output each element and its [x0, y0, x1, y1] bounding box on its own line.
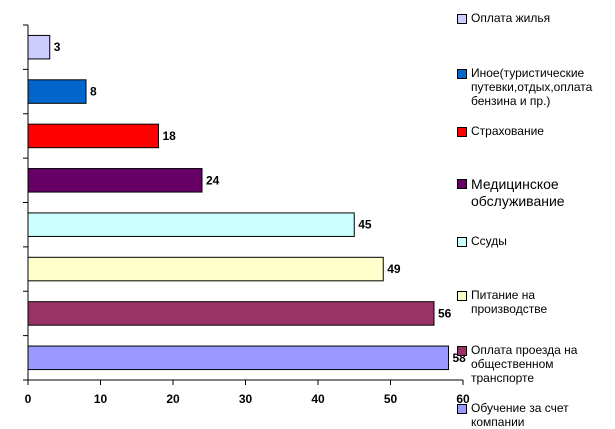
x-tick-label: 50: [384, 392, 398, 406]
bar: [27, 301, 435, 326]
legend-swatch: [457, 179, 467, 189]
legend-item: Оплата жилья: [457, 11, 611, 25]
legend-swatch: [457, 69, 467, 79]
legend-swatch: [457, 14, 467, 24]
data-label: 3: [54, 40, 61, 54]
legend-label: Оплата проезда на общественном транспорт…: [471, 343, 578, 385]
bar: [27, 123, 159, 149]
legend-item: Оплата проезда на общественном транспорт…: [457, 343, 611, 385]
legend-item: Страхование: [457, 124, 611, 138]
legend-swatch: [457, 404, 467, 414]
data-label: 24: [206, 173, 220, 187]
data-label: 56: [438, 306, 452, 320]
x-tick-label: 30: [239, 392, 253, 406]
legend-label: Страхование: [471, 124, 544, 138]
bar: [27, 168, 203, 193]
x-axis-ticks: 0 10 20 30 40 50 60: [25, 380, 470, 406]
bar: [27, 256, 384, 282]
legend-label: Ссуды: [471, 234, 507, 248]
x-tick-label: 20: [166, 392, 180, 406]
data-label: 45: [358, 218, 372, 232]
legend-label: Иное(туристические путевки,отдых,оплата …: [471, 66, 593, 108]
bar: [27, 79, 87, 104]
x-tick-label: 40: [311, 392, 325, 406]
legend-swatch: [457, 291, 467, 301]
legend-swatch: [457, 237, 467, 247]
legend-item: Медицинское обслуживание: [457, 176, 611, 210]
y-axis-ticks: [23, 24, 28, 381]
x-tick-label: 60: [456, 392, 470, 406]
data-label: 8: [90, 85, 97, 99]
legend-item: Иное(туристические путевки,отдых,оплата …: [457, 66, 611, 108]
bar: [27, 345, 449, 371]
x-tick-label: 0: [25, 392, 32, 406]
legend-label: Медицинское обслуживание: [471, 176, 565, 209]
data-label: 49: [387, 262, 401, 276]
data-label: 18: [163, 129, 177, 143]
legend-item: Ссуды: [457, 234, 611, 248]
bar: [27, 34, 51, 60]
legend-swatch: [457, 346, 467, 356]
x-tick-label: 10: [94, 392, 108, 406]
legend-item: Обучение за счет компании: [457, 401, 611, 429]
legend-label: Оплата жилья: [471, 11, 551, 25]
legend-item: Питание на производстве: [457, 288, 611, 316]
legend-label: Питание на производстве: [471, 288, 548, 316]
legend-label: Обучение за счет компании: [471, 401, 569, 429]
legend-swatch: [457, 127, 467, 137]
bar: [27, 212, 355, 237]
